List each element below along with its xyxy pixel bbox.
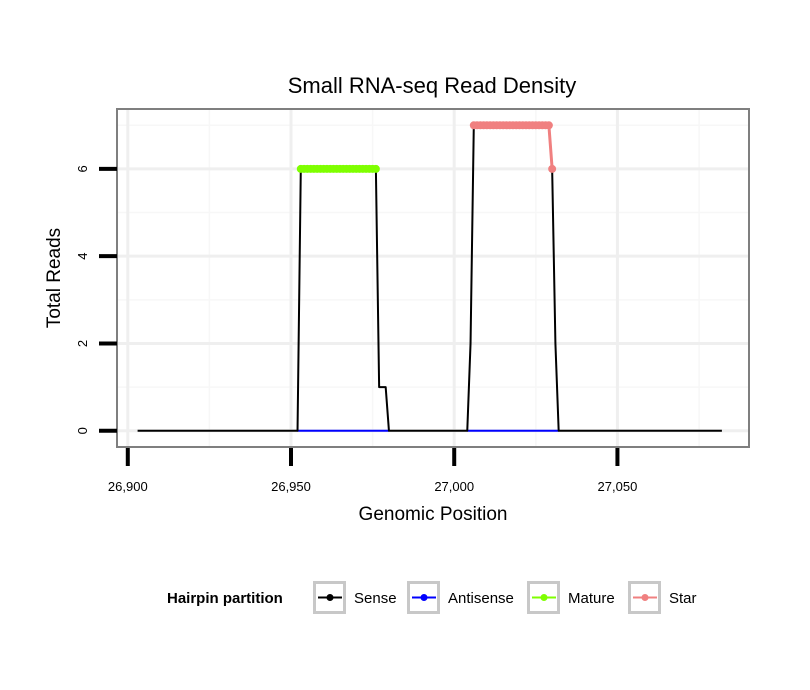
legend-point-antisense <box>420 594 428 601</box>
y-tick-label: 6 <box>75 165 90 172</box>
x-tick-label: 27,000 <box>434 479 474 494</box>
y-axis: 0 2 4 6 <box>75 165 117 434</box>
data-point-star <box>548 164 557 173</box>
data-point-star <box>544 121 553 130</box>
legend-label-antisense: Antisense <box>448 590 514 607</box>
data-point-mature <box>371 164 380 173</box>
chart-title: Small RNA-seq Read Density <box>288 73 577 98</box>
legend-label-mature: Mature <box>568 590 615 607</box>
y-tick-label: 2 <box>75 340 90 347</box>
legend-label-star: Star <box>669 590 697 607</box>
plot-background <box>118 110 748 446</box>
x-axis: 26,900 26,950 27,000 27,050 <box>108 448 637 494</box>
plot-panel-border <box>116 108 750 448</box>
y-tick-label: 0 <box>75 427 90 434</box>
legend-point-sense <box>326 594 334 601</box>
series-layer <box>137 121 722 432</box>
x-tick-label: 27,050 <box>598 479 638 494</box>
legend-point-mature <box>540 594 548 601</box>
legend: Hairpin partition Sense Antisense Mature St… <box>167 581 697 614</box>
legend-title: Hairpin partition <box>167 590 283 607</box>
x-axis-title: Genomic Position <box>359 504 508 525</box>
x-tick-label: 26,950 <box>271 479 311 494</box>
legend-point-star <box>641 594 649 601</box>
grid-lines <box>118 110 748 446</box>
y-tick-label: 4 <box>75 253 90 260</box>
legend-label-sense: Sense <box>354 590 397 607</box>
x-tick-label: 26,900 <box>108 479 148 494</box>
y-axis-title: Total Reads <box>44 228 65 328</box>
